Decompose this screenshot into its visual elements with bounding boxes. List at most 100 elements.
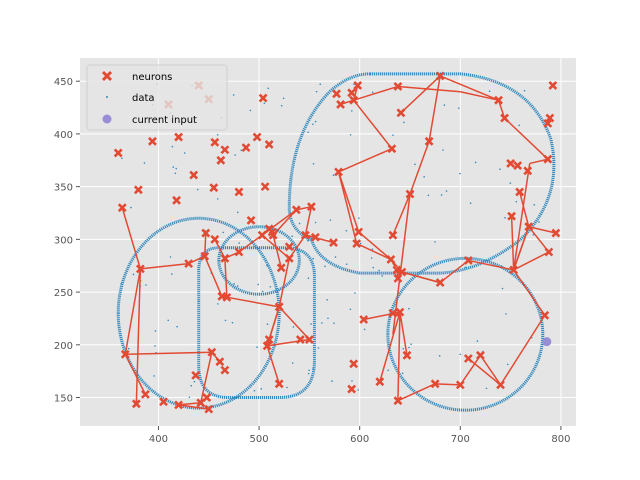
data-point <box>505 313 507 315</box>
data-point <box>171 145 174 148</box>
data-point <box>488 90 491 93</box>
data-point <box>359 242 362 245</box>
data-point <box>332 174 335 177</box>
neuron-point <box>430 379 440 389</box>
data-point <box>280 104 283 107</box>
current-input-series <box>542 337 552 347</box>
data-point <box>401 372 404 375</box>
neuron-edge <box>135 268 142 404</box>
neuron-point <box>359 315 369 324</box>
data-point <box>324 265 326 268</box>
neuron-point <box>354 227 364 237</box>
data-point <box>319 83 322 86</box>
neuron-point <box>210 137 220 147</box>
data-point <box>317 347 320 349</box>
neuron-point <box>392 265 402 275</box>
data-point <box>345 229 348 232</box>
data-point <box>438 355 441 357</box>
neuron-point <box>216 155 226 165</box>
neuron-point <box>135 264 145 274</box>
neuron-edge <box>272 234 282 269</box>
neuron-point <box>507 211 517 221</box>
data-point <box>427 194 430 197</box>
data-point <box>216 133 219 136</box>
neuron-point <box>395 307 405 317</box>
data-point <box>499 168 501 170</box>
data-point <box>167 319 169 322</box>
neuron-point <box>210 234 220 244</box>
y-tick-label: 400 <box>54 130 73 141</box>
neuron-edge <box>400 75 441 114</box>
neuron-edge <box>204 255 223 297</box>
neuron-point <box>276 263 286 273</box>
data-point <box>282 97 285 100</box>
neuron-edge <box>460 91 499 101</box>
neuron-edge <box>304 206 313 236</box>
neuron-edge <box>428 75 441 142</box>
neuron-point <box>463 354 473 363</box>
neuron-point <box>220 145 230 155</box>
data-point <box>410 343 412 346</box>
neuron-point <box>405 189 415 199</box>
neuron-point <box>397 267 407 277</box>
neuron-point <box>257 230 267 240</box>
data-point <box>408 346 410 349</box>
neuron-point <box>375 377 385 387</box>
data-outline <box>287 72 556 275</box>
neuron-point <box>353 80 363 90</box>
data-point <box>501 287 504 290</box>
neuron-edge <box>397 383 436 402</box>
neuron-point <box>246 215 256 225</box>
neuron-point <box>222 292 232 302</box>
neuron-point <box>388 308 398 318</box>
neuron-edge <box>518 191 530 227</box>
neuron-edge <box>178 404 209 410</box>
neuron-point <box>393 273 403 283</box>
data-point <box>196 188 199 191</box>
neuron-point <box>174 400 184 410</box>
neuron-edge <box>124 353 147 395</box>
data-point <box>381 275 384 277</box>
neuron-edge <box>356 242 392 261</box>
data-point <box>154 345 156 347</box>
neuron-edge <box>504 117 549 160</box>
data-point <box>327 317 329 320</box>
neuron-point <box>174 132 184 142</box>
neuron-point <box>202 393 212 402</box>
data-point <box>532 233 535 236</box>
neuron-point <box>209 183 219 193</box>
neuron-point <box>113 148 123 158</box>
neuron-edge <box>278 306 310 341</box>
neuron-point <box>509 265 519 275</box>
neuron-point <box>252 132 262 142</box>
x-tick-label: 500 <box>250 434 269 445</box>
data-point <box>378 269 380 272</box>
neuron-point <box>284 242 294 252</box>
neuron-point <box>204 404 214 414</box>
data-point <box>443 104 446 106</box>
neuron-edge <box>529 158 548 165</box>
neuron-edge <box>353 85 399 101</box>
neuron-point <box>545 113 555 123</box>
neuron-edge <box>272 209 297 236</box>
x-tick-label: 400 <box>149 434 168 445</box>
neuron-edge <box>338 147 393 173</box>
data-point <box>485 387 488 390</box>
data-point <box>372 266 375 269</box>
data-point <box>263 102 266 105</box>
neuron-point <box>347 88 357 98</box>
data-point <box>314 120 317 123</box>
data-point <box>298 222 301 225</box>
neuron-point <box>260 182 270 192</box>
data-point <box>314 221 317 224</box>
data-point <box>127 347 130 350</box>
data-point <box>504 216 506 219</box>
data-point <box>331 380 333 382</box>
data-outline <box>386 256 545 412</box>
y-tick-label: 150 <box>54 394 73 405</box>
data-point <box>266 264 268 267</box>
data-point <box>538 221 540 223</box>
neuron-edge <box>513 269 546 316</box>
neuron-edge <box>296 205 312 211</box>
neuron-edge <box>439 75 499 101</box>
